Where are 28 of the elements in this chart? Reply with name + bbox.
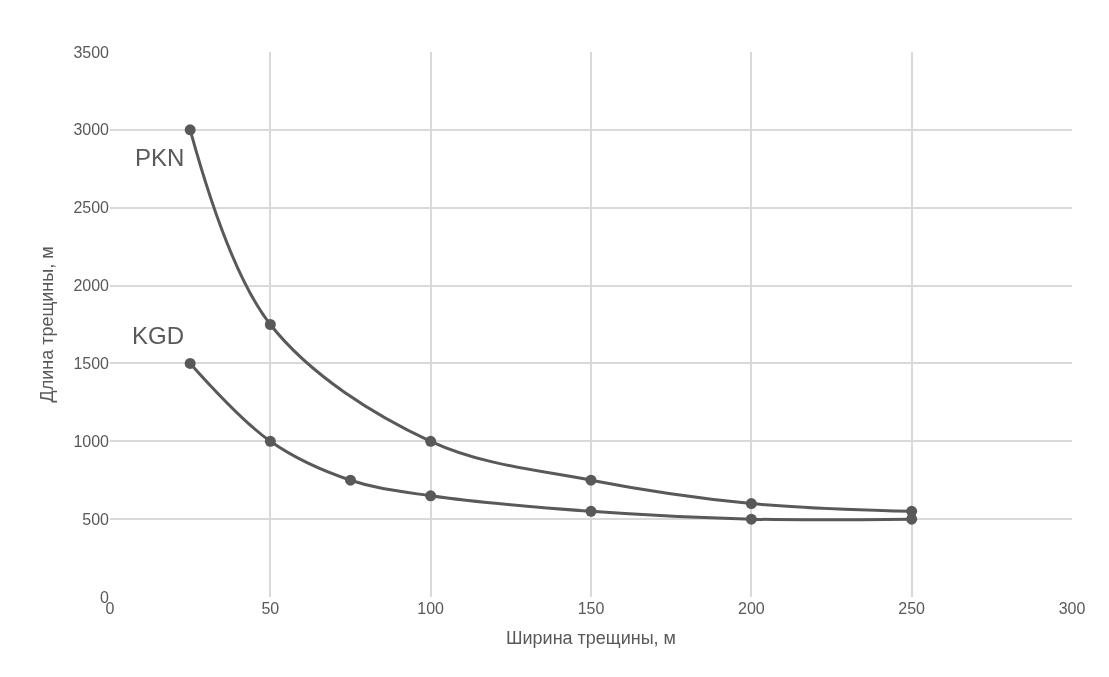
point xyxy=(264,435,276,447)
point xyxy=(345,474,356,486)
point xyxy=(745,498,757,510)
point xyxy=(184,124,196,136)
y-tick-label: 3000 xyxy=(73,121,110,139)
x-tick-label: 300 xyxy=(1058,600,1086,617)
point xyxy=(264,319,276,330)
x-tick-label: 50 xyxy=(261,600,280,617)
point xyxy=(425,490,437,502)
y-tick-label: 3500 xyxy=(73,43,110,61)
x-tick-label: 150 xyxy=(577,600,605,617)
x-axis-title: Ширина трещины, м xyxy=(506,628,676,649)
x-tick-label: 250 xyxy=(898,600,926,617)
y-tick-label: 500 xyxy=(82,510,110,528)
y-axis-title: Длина трещины, м xyxy=(36,246,57,403)
y-tick-label: 1500 xyxy=(73,355,110,373)
x-tick-label: 100 xyxy=(417,600,445,617)
point xyxy=(585,474,597,486)
series-label: KGD xyxy=(132,322,185,349)
point xyxy=(745,513,757,525)
series-label: PKN xyxy=(135,144,185,171)
y-tick-label: 2000 xyxy=(73,277,110,295)
x-tick-label: 200 xyxy=(737,600,765,617)
point xyxy=(425,435,437,447)
y-tick-label: 2500 xyxy=(73,199,110,217)
point xyxy=(585,505,597,517)
point xyxy=(184,357,196,369)
y-tick-label: 1000 xyxy=(73,432,110,450)
